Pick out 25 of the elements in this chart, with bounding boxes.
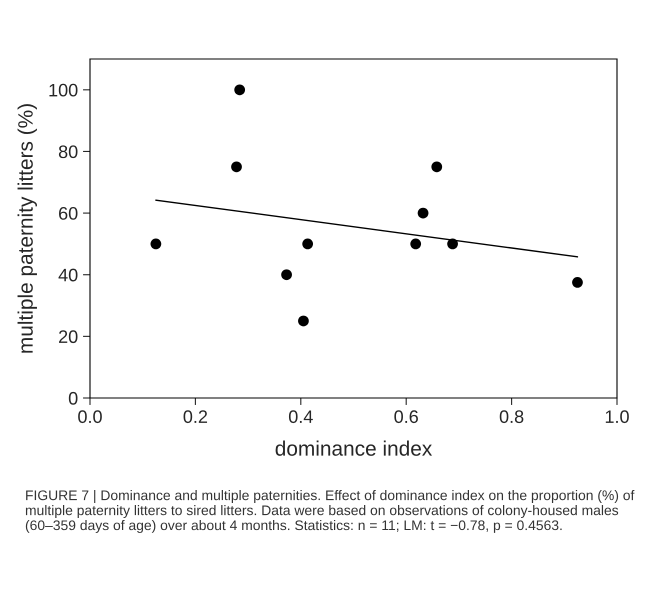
y-tick-label: 20 [59, 330, 78, 344]
y-tick-label: 0 [68, 392, 78, 405]
point [302, 238, 314, 250]
x-tick-label: 0.2 [184, 410, 208, 424]
point [298, 316, 309, 326]
point [431, 161, 442, 172]
point [410, 238, 422, 250]
point [281, 269, 292, 280]
point [572, 277, 583, 288]
x-tick-label: 0.6 [394, 410, 418, 424]
point [418, 208, 428, 218]
x-tick-label: 1.0 [606, 410, 629, 424]
caption: FIGURE 7 | Dominance and multiple paternities. Effect of dominance index on the proportion (%) of multiple paternity litters to sired litters. Data were based on observations of colony-housed males (60–359 days of age) over about 4 months. Statistics: n = 11; LM: t = −0.78, p = 0.4563. [26, 490, 634, 533]
y-axis-title: multiple paternity litters (%) [18, 104, 37, 353]
x-tick-label: 0.0 [78, 410, 102, 424]
point [150, 238, 162, 250]
point [234, 84, 246, 96]
y-tick-label: 40 [58, 268, 78, 282]
point [231, 161, 242, 172]
x-tick-label: 0.8 [500, 410, 524, 424]
y-tick-label: 100 [49, 84, 78, 97]
y-tick-label: 60 [59, 207, 78, 220]
y-tick-label: 80 [58, 145, 78, 158]
x-tick-label: 0.4 [288, 410, 313, 424]
x-axis-title: dominance index [276, 440, 432, 456]
